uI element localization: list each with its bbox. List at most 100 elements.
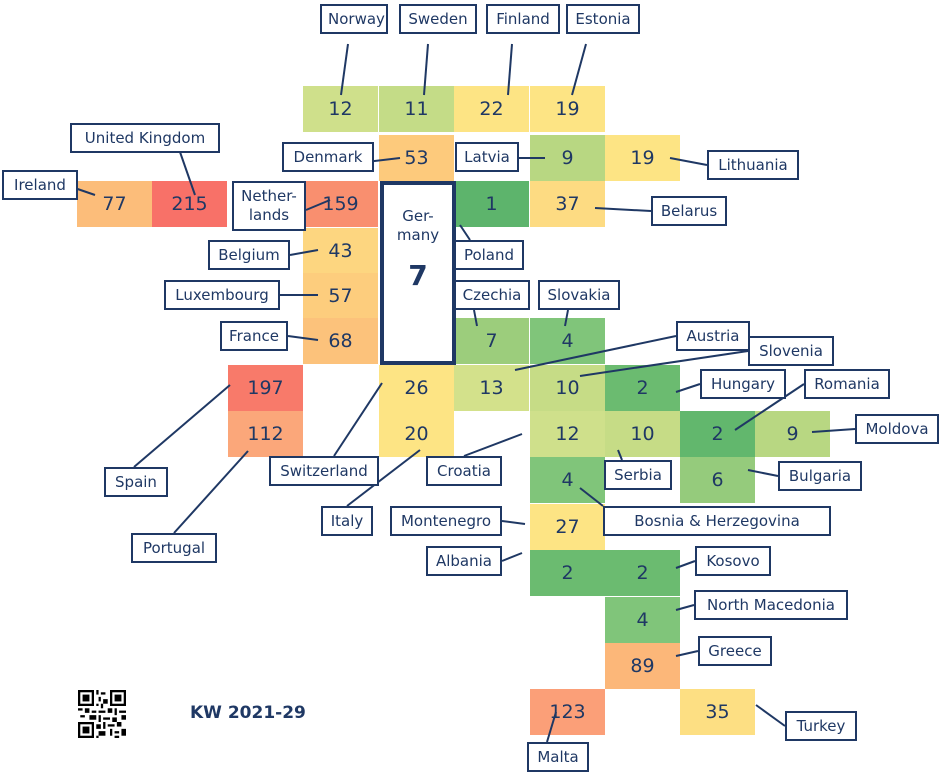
tile-slovenia: 10 xyxy=(530,365,605,411)
leader-hungary xyxy=(675,383,701,393)
leader-sweden xyxy=(423,43,429,96)
leader-serbia xyxy=(617,449,623,461)
label-croatia: Croatia xyxy=(426,456,502,486)
tile-albania: 2 xyxy=(530,550,605,596)
label-estonia: Estonia xyxy=(566,4,640,34)
tile-value-ireland: 77 xyxy=(102,193,127,215)
tile-serbia: 10 xyxy=(605,411,680,457)
tile-estonia: 19 xyxy=(530,86,605,132)
label-denmark: Denmark xyxy=(282,142,374,172)
label-albania: Albania xyxy=(426,546,502,576)
label-sweden: Sweden xyxy=(399,4,477,34)
label-greece: Greece xyxy=(698,636,772,666)
leader-greece xyxy=(675,650,699,657)
tile-value-italy: 20 xyxy=(404,423,429,445)
tile-value-czechia: 7 xyxy=(485,330,498,352)
label-montenegro: Montenegro xyxy=(390,506,502,536)
germany-name: Ger-many xyxy=(396,207,440,244)
tile-value-belarus: 37 xyxy=(555,193,580,215)
leader-lithuania xyxy=(669,157,708,166)
tile-sweden: 11 xyxy=(379,86,454,132)
label-switzerland: Switzerland xyxy=(269,456,379,486)
tile-denmark: 53 xyxy=(379,135,454,181)
label-north-macedonia: North Macedonia xyxy=(694,590,848,620)
leader-croatia xyxy=(463,433,523,457)
leader-montenegro xyxy=(501,520,526,525)
leader-portugal xyxy=(173,450,249,534)
tile-italy: 20 xyxy=(379,411,454,457)
tile-switzerland: 26 xyxy=(379,365,454,411)
label-slovenia: Slovenia xyxy=(748,336,834,366)
leader-romania xyxy=(734,383,805,431)
leader-north-macedonia xyxy=(675,604,695,611)
leader-slovakia xyxy=(564,309,569,327)
tile-moldova: 9 xyxy=(755,411,830,457)
label-luxembourg: Luxembourg xyxy=(164,280,280,310)
leader-czechia xyxy=(473,309,478,327)
leader-belarus xyxy=(594,207,652,212)
tile-value-turkey: 35 xyxy=(705,701,730,723)
leader-albania xyxy=(501,552,523,562)
tile-malta: 123 xyxy=(530,689,605,735)
tile-kosovo: 2 xyxy=(605,550,680,596)
leader-slovenia xyxy=(579,350,749,377)
label-serbia: Serbia xyxy=(604,460,672,490)
label-spain: Spain xyxy=(104,467,168,497)
tile-value-north-macedonia: 4 xyxy=(636,609,649,631)
label-belgium: Belgium xyxy=(208,240,290,270)
tile-value-spain: 197 xyxy=(247,377,284,399)
tile-hungary: 2 xyxy=(605,365,680,411)
label-italy: Italy xyxy=(321,506,373,536)
tile-france: 68 xyxy=(303,318,378,364)
label-malta: Malta xyxy=(527,742,589,772)
tile-romania: 2 xyxy=(680,411,755,457)
leader-turkey xyxy=(755,704,786,727)
tile-value-belgium: 43 xyxy=(328,240,353,262)
label-bulgaria: Bulgaria xyxy=(778,461,862,491)
leader-france xyxy=(287,335,319,341)
label-ireland: Ireland xyxy=(2,170,78,200)
tile-value-united-kingdom: 215 xyxy=(171,193,208,215)
leader-finland xyxy=(507,43,513,96)
tile-austria: 13 xyxy=(454,365,529,411)
tile-value-croatia: 12 xyxy=(555,423,580,445)
tile-united-kingdom: 215 xyxy=(152,181,227,227)
tile-belarus: 37 xyxy=(530,181,605,227)
leader-norway xyxy=(340,43,349,96)
tile-value-norway: 12 xyxy=(328,98,353,120)
tile-bosnia-herzegovina: 4 xyxy=(530,457,605,503)
label-moldova: Moldova xyxy=(855,414,939,444)
label-hungary: Hungary xyxy=(700,369,786,399)
label-finland: Finland xyxy=(486,4,560,34)
label-nether-lands: Nether-​lands xyxy=(232,181,306,231)
leader-nether-lands xyxy=(305,199,331,211)
tile-value-hungary: 2 xyxy=(636,377,649,399)
tile-poland: 1 xyxy=(454,181,529,227)
tile-value-malta: 123 xyxy=(549,701,586,723)
tile-value-france: 68 xyxy=(328,330,353,352)
leader-austria xyxy=(514,335,677,371)
leader-kosovo xyxy=(675,560,696,569)
tile-value-sweden: 11 xyxy=(404,98,429,120)
leader-italy xyxy=(346,449,421,507)
label-lithuania: Lithuania xyxy=(707,150,799,180)
label-slovakia: Slovakia xyxy=(538,280,620,310)
tile-montenegro: 27 xyxy=(530,504,605,550)
label-france: France xyxy=(220,321,288,351)
label-united-kingdom: United Kingdom xyxy=(70,123,220,153)
leader-estonia xyxy=(571,43,587,96)
tile-ireland: 77 xyxy=(77,181,152,227)
tile-value-bosnia-herzegovina: 4 xyxy=(561,469,574,491)
label-belarus: Belarus xyxy=(651,196,727,226)
tile-value-estonia: 19 xyxy=(555,98,580,120)
qr-code-icon xyxy=(78,690,126,738)
label-portugal: Portugal xyxy=(131,533,217,563)
tile-value-slovakia: 4 xyxy=(561,330,574,352)
label-romania: Romania xyxy=(804,369,890,399)
tile-value-romania: 2 xyxy=(711,423,724,445)
label-austria: Austria xyxy=(676,321,750,351)
label-poland: Poland xyxy=(454,240,524,270)
tile-value-switzerland: 26 xyxy=(404,377,429,399)
leader-switzerland xyxy=(333,382,383,457)
tile-value-finland: 22 xyxy=(479,98,504,120)
